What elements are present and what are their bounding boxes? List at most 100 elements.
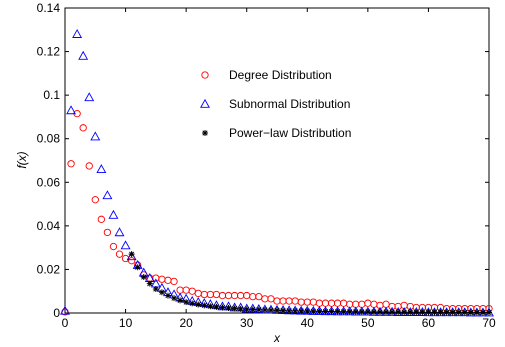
data-point (67, 160, 75, 168)
data-point (146, 280, 153, 287)
legend-marker (200, 98, 210, 108)
data-point (296, 305, 307, 315)
legend-label: Subnormal Distribution (229, 97, 350, 111)
data-point (97, 215, 105, 223)
x-tick-label: 50 (361, 316, 375, 330)
data-point (280, 307, 287, 314)
y-tick-label: 0.14 (37, 1, 61, 15)
data-point (102, 190, 113, 200)
data-point (370, 308, 377, 315)
data-point (267, 307, 274, 314)
data-point (120, 240, 131, 250)
legend-item: Degree Distribution (201, 68, 332, 82)
y-tick-label: 0.1 (43, 88, 60, 102)
data-point (449, 309, 456, 316)
series-3 (128, 251, 492, 316)
legend: Degree Distribution Subnormal Distributio… (200, 68, 351, 140)
x-tick-label: 40 (301, 316, 315, 330)
y-tick-label: 0.06 (37, 175, 61, 189)
data-point (322, 308, 329, 315)
x-tick-label: 0 (62, 316, 69, 330)
data-point (302, 305, 313, 315)
data-point (401, 309, 408, 316)
data-point (308, 305, 319, 315)
data-point (85, 162, 93, 170)
data-point (225, 304, 232, 311)
data-point (170, 277, 178, 286)
data-point (395, 309, 402, 316)
data-point (328, 308, 335, 315)
legend-marker (201, 71, 209, 79)
data-point (286, 307, 293, 314)
data-point (316, 308, 323, 315)
data-point (437, 309, 444, 316)
data-point (96, 164, 107, 174)
y-tick-label: 0 (53, 306, 60, 320)
data-point (134, 264, 141, 271)
data-point (407, 309, 414, 316)
data-point (109, 242, 118, 251)
data-marks (60, 29, 494, 317)
x-tick-label: 30 (240, 316, 254, 330)
data-point (114, 227, 125, 237)
x-axis-ticks: 0 10 20 30 40 50 60 70 (62, 8, 496, 330)
data-point (411, 307, 422, 316)
data-point (158, 289, 165, 296)
y-axis-ticks: 0 0.02 0.04 0.06 0.08 0.1 0.12 0.14 (37, 1, 489, 320)
data-point (419, 309, 426, 316)
data-point (292, 307, 299, 314)
data-point (201, 302, 208, 309)
x-tick-label: 10 (119, 316, 133, 330)
data-point (207, 303, 214, 310)
data-point (358, 308, 365, 315)
data-point (356, 306, 367, 316)
plot-area (64, 7, 490, 314)
data-point (84, 92, 95, 102)
data-point (78, 50, 89, 60)
data-point (66, 105, 77, 115)
data-point (164, 292, 171, 299)
data-point (467, 309, 474, 316)
data-point (455, 309, 462, 316)
data-point (443, 309, 450, 316)
data-point (326, 306, 337, 316)
x-tick-label: 60 (422, 316, 436, 330)
data-point (298, 308, 305, 315)
data-point (231, 305, 238, 312)
legend-marker (202, 130, 208, 136)
data-point (115, 250, 124, 258)
data-point (103, 228, 112, 237)
legend-item: Subnormal Distribution (200, 97, 350, 111)
data-point (219, 304, 226, 311)
data-point (383, 309, 390, 316)
data-point (171, 295, 178, 302)
data-point (350, 306, 361, 316)
legend-item: Power−law Distribution (202, 126, 351, 140)
data-point (72, 29, 83, 38)
data-point (91, 196, 99, 204)
data-point (127, 257, 136, 265)
data-point (320, 306, 331, 316)
y-tick-label: 0.04 (37, 219, 61, 233)
data-point (79, 124, 87, 132)
x-tick-label: 20 (179, 316, 193, 330)
data-point (195, 301, 202, 308)
data-point (261, 306, 268, 313)
data-point (128, 251, 135, 258)
data-point (177, 297, 184, 304)
y-tick-label: 0.12 (37, 45, 61, 59)
data-point (375, 306, 385, 316)
data-point (152, 286, 159, 293)
data-point (249, 306, 256, 313)
data-point (213, 303, 220, 310)
data-point (399, 307, 410, 316)
data-point (310, 308, 317, 315)
data-point (60, 305, 70, 315)
data-point (387, 306, 398, 316)
data-point (431, 309, 438, 316)
data-point (459, 307, 470, 317)
data-point (362, 306, 373, 316)
legend-label: Power−law Distribution (229, 126, 351, 140)
data-point (346, 308, 353, 315)
